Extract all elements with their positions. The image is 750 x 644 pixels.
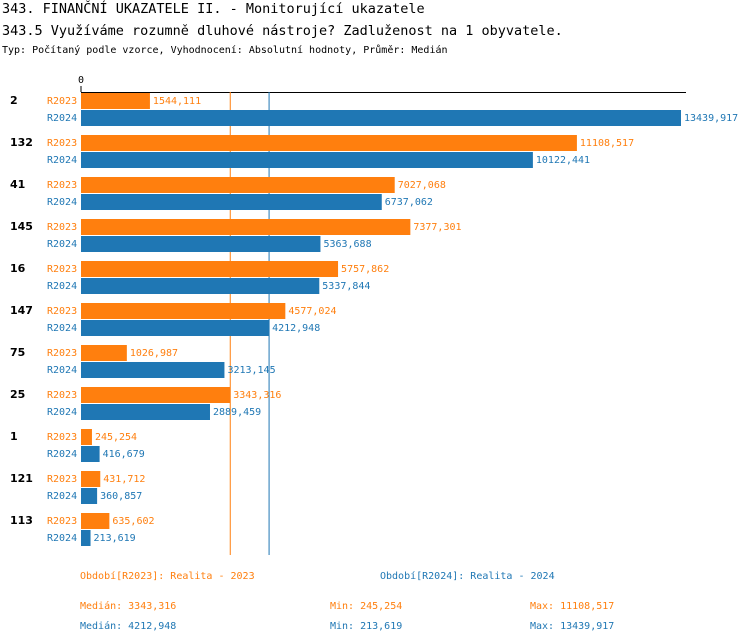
series-label: R2023 [47,390,77,401]
series-label: R2023 [47,474,77,485]
chart-title: 343. FINANČNÍ UKAZATELE II. - Monitorují… [2,0,425,17]
bar [81,530,91,546]
series-label: R2024 [47,407,77,418]
value-label: 5363,688 [323,239,371,250]
value-label: 13439,917 [684,113,738,124]
value-label: 7377,301 [413,222,461,233]
category-label: 2 [10,94,18,107]
value-label: 7027,068 [398,180,446,191]
value-label: 6737,062 [385,197,433,208]
category-label: 75 [10,346,25,359]
x-tick-label: 0 [78,75,84,86]
bar [81,429,92,445]
max-stat: Max: 13439,917 [530,621,614,632]
value-label: 2889,459 [213,407,261,418]
max-stat: Max: 11108,517 [530,601,614,612]
series-label: R2024 [47,323,77,334]
series-label: R2024 [47,281,77,292]
bar [81,488,98,504]
value-label: 10122,441 [536,155,590,166]
bar [81,177,395,193]
min-stat: Min: 245,254 [330,601,402,612]
category-label: 16 [10,262,26,275]
bar [81,261,339,277]
bar [81,303,286,319]
bar [81,236,321,252]
value-label: 3213,145 [227,365,275,376]
value-label: 11108,517 [580,138,634,149]
value-label: 245,254 [95,432,137,443]
category-label: 132 [10,136,33,149]
legend-entry: Období[R2023]: Realita - 2023 [80,570,255,582]
bar [81,219,411,235]
bar [81,320,270,336]
category-label: 41 [10,178,25,191]
category-label: 147 [10,304,33,317]
value-label: 1544,111 [153,96,201,107]
value-label: 431,712 [103,474,145,485]
bar [81,446,100,462]
category-label: 121 [10,472,33,485]
value-label: 1026,987 [130,348,178,359]
series-label: R2023 [47,432,77,443]
bar [81,404,210,420]
category-label: 113 [10,514,33,527]
series-label: R2023 [47,348,77,359]
bar [81,152,533,168]
chart-subtitle: 343.5 Využíváme rozumně dluhové nástroje… [2,23,563,39]
median-stat: Medián: 4212,948 [80,620,176,632]
value-label: 416,679 [103,449,145,460]
category-label: 1 [10,430,18,443]
bar [81,471,101,487]
series-label: R2024 [47,533,77,544]
category-label: 145 [10,220,33,233]
bar [81,278,320,294]
series-label: R2024 [47,113,77,124]
legend-entry: Období[R2024]: Realita - 2024 [380,570,555,582]
min-stat: Min: 213,619 [330,621,402,632]
bar [81,387,231,403]
bar [81,513,110,529]
series-label: R2023 [47,138,77,149]
series-label: R2024 [47,491,77,502]
series-label: R2023 [47,306,77,317]
value-label: 5757,862 [341,264,389,275]
bar [81,194,382,210]
value-label: 4212,948 [272,323,320,334]
series-label: R2023 [47,180,77,191]
bar [81,345,127,361]
value-label: 213,619 [94,533,136,544]
value-label: 635,602 [112,516,154,527]
value-label: 3343,316 [233,390,281,401]
chart-note: Typ: Počítaný podle vzorce, Vyhodnocení:… [2,44,448,56]
category-label: 25 [10,388,25,401]
series-label: R2024 [47,155,77,166]
series-label: R2023 [47,96,77,107]
series-label: R2023 [47,516,77,527]
series-label: R2024 [47,239,77,250]
bar [81,362,225,378]
median-stat: Medián: 3343,316 [80,600,176,612]
bar [81,93,150,109]
series-label: R2024 [47,365,77,376]
bar [81,110,681,126]
series-label: R2024 [47,449,77,460]
series-label: R2023 [47,264,77,275]
bar [81,135,577,151]
value-label: 4577,024 [288,306,336,317]
value-label: 5337,844 [322,281,370,292]
value-label: 360,857 [100,491,142,502]
series-label: R2023 [47,222,77,233]
series-label: R2024 [47,197,77,208]
